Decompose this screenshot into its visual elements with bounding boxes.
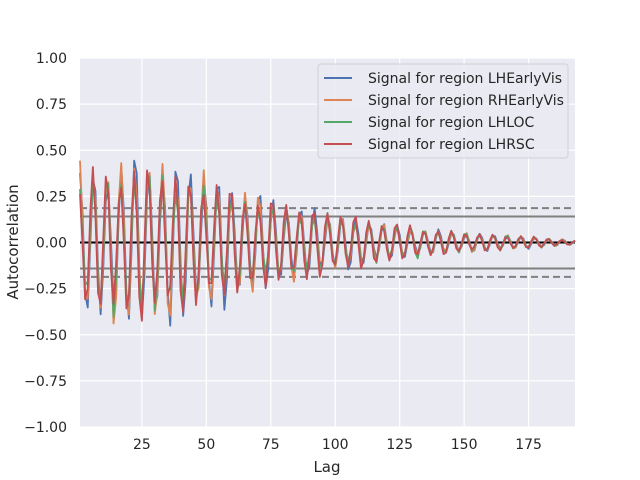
legend-label: Signal for region LHLOC <box>368 115 535 131</box>
y-tick-label: 1.00 <box>36 51 67 67</box>
legend: Signal for region LHEarlyVis Signal for r… <box>317 63 569 159</box>
x-tick-label: 100 <box>322 437 349 453</box>
y-tick-label: 0.25 <box>36 189 67 205</box>
y-axis-label: Autocorrelation <box>4 184 22 299</box>
y-tick-labels: −1.00 −0.75 −0.50 −0.25 0.00 0.25 0.50 0.75 1.00 <box>24 51 67 436</box>
series-lines <box>79 159 576 327</box>
x-axis-label: Lag <box>313 458 340 476</box>
y-tick-label: 0.00 <box>36 236 67 252</box>
x-tick-label: 50 <box>197 437 215 453</box>
legend-label: Signal for region LHRSC <box>368 137 535 153</box>
x-tick-label: 25 <box>133 437 151 453</box>
y-tick-label: −0.50 <box>24 328 67 344</box>
x-tick-label: 150 <box>451 437 478 453</box>
series-line <box>79 166 576 322</box>
x-tick-labels: 25 50 75 100 125 150 175 <box>133 437 542 453</box>
y-tick-label: −0.75 <box>24 374 67 390</box>
y-tick-label: −0.25 <box>24 282 67 298</box>
y-tick-label: 0.50 <box>36 143 67 159</box>
y-tick-label: 0.75 <box>36 97 67 113</box>
legend-label: Signal for region RHEarlyVis <box>368 93 564 109</box>
x-tick-label: 175 <box>515 437 542 453</box>
y-tick-label: −1.00 <box>24 420 67 436</box>
legend-label: Signal for region LHEarlyVis <box>368 71 562 87</box>
x-tick-label: 75 <box>262 437 280 453</box>
x-tick-label: 125 <box>386 437 413 453</box>
legend-box <box>317 63 569 159</box>
